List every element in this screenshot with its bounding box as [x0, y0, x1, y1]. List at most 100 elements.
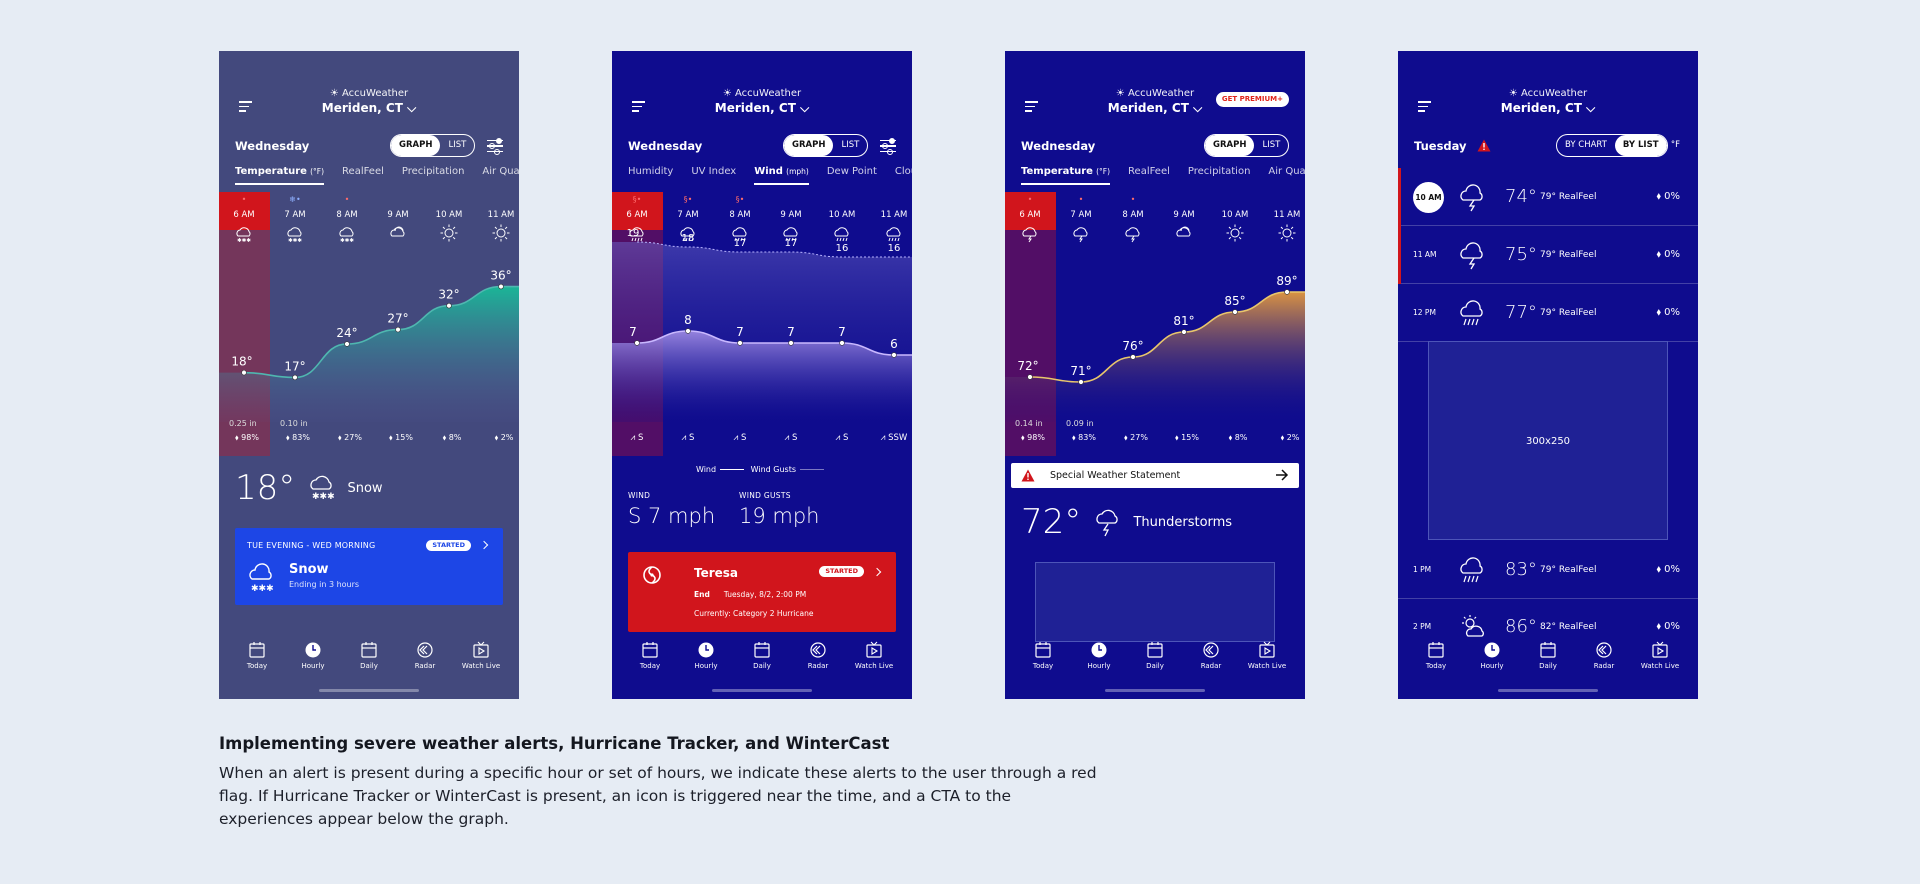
location-selector[interactable]: Meriden, CT ⌵	[219, 101, 519, 116]
nav-hourly[interactable]: Hourly	[287, 641, 339, 699]
filter-icon[interactable]	[880, 137, 896, 156]
temperature-point	[1027, 374, 1033, 380]
menu-icon[interactable]	[1025, 101, 1038, 112]
nav-radar[interactable]: Radar	[792, 641, 844, 699]
location-selector[interactable]: Meriden, CT ⌵	[1398, 101, 1698, 116]
wind-direction: ⩘ S	[682, 433, 695, 443]
tab-temperature[interactable]: Temperature (°F)	[235, 166, 325, 185]
tab-wind[interactable]: Wind (mph)	[754, 166, 809, 185]
nav-hourly[interactable]: Hourly	[1073, 641, 1125, 699]
nav-label: Hourly	[1087, 662, 1111, 670]
temperature-point	[1232, 309, 1238, 315]
legend-wind: Wind	[695, 465, 717, 474]
nav-today[interactable]: Today	[1017, 641, 1069, 699]
menu-icon[interactable]	[239, 101, 252, 112]
precip-probability: ⬧ 8%	[1229, 433, 1248, 442]
nav-daily[interactable]: Daily	[343, 641, 395, 699]
filter-icon[interactable]	[487, 137, 503, 156]
wind-value: 6	[890, 337, 898, 351]
tab-dew-point[interactable]: Dew Point	[826, 166, 877, 177]
list-toggle[interactable]: LIST	[1262, 140, 1281, 150]
nav-daily[interactable]: Daily	[1129, 641, 1181, 699]
nav-radar[interactable]: Radar	[1185, 641, 1237, 699]
by-chart-toggle[interactable]: BY CHART	[1565, 140, 1607, 150]
nav-radar[interactable]: Radar	[399, 641, 451, 699]
tab-humidity[interactable]: Humidity	[628, 166, 674, 177]
graph-toggle[interactable]: GRAPH	[784, 135, 834, 156]
phone-hourly-list: ☀ AccuWeather Meriden, CT ⌵ Tuesday BY C…	[1398, 51, 1698, 699]
storm-icon	[1125, 227, 1140, 243]
home-indicator	[1105, 689, 1205, 692]
tab-uv-index[interactable]: UV Index	[691, 166, 737, 177]
hurricane-flag-marker: §•	[633, 195, 642, 204]
tab-label: Temperature	[235, 166, 307, 177]
tab-cloud[interactable]: Cloud	[894, 166, 912, 177]
nav-label: Hourly	[301, 662, 325, 670]
nav-daily[interactable]: Daily	[736, 641, 788, 699]
nav-today[interactable]: Today	[1410, 641, 1462, 699]
nav-watch-live[interactable]: Watch Live	[1634, 641, 1686, 699]
legend-gusts: Wind Gusts	[750, 465, 797, 474]
location-selector[interactable]: Meriden, CT ⌵	[1005, 101, 1305, 116]
radar-icon	[417, 642, 433, 658]
nav-watch-live[interactable]: Watch Live	[455, 641, 507, 699]
wind-value: S 7 mph	[628, 504, 716, 528]
nav-radar[interactable]: Radar	[1578, 641, 1630, 699]
nav-label: Watch Live	[854, 662, 894, 670]
tab-realfeel[interactable]: RealFeel	[342, 166, 384, 177]
tab-temperature[interactable]: Temperature (°F)	[1021, 166, 1111, 185]
view-toggle: GRAPH LIST	[783, 134, 869, 157]
tab-air-quality[interactable]: Air Quality	[1268, 166, 1305, 177]
nav-daily[interactable]: Daily	[1522, 641, 1574, 699]
hourly-list-row[interactable]: 10 AM 74° 79° RealFeel ⬧ 0%	[1398, 168, 1698, 226]
sun-icon	[1278, 224, 1296, 242]
get-premium-button[interactable]: GET PREMIUM+	[1215, 92, 1289, 107]
case-study-caption: Implementing severe weather alerts, Hurr…	[219, 734, 1099, 831]
temperature-value: 71°	[1070, 364, 1091, 378]
nav-label: Today	[1425, 662, 1447, 670]
flag-marker: •	[345, 195, 350, 204]
wind-point	[891, 352, 897, 358]
by-list-toggle[interactable]: BY LIST	[1614, 135, 1667, 156]
hourly-list-row[interactable]: 12 PM 77° 79° RealFeel ⬧ 0%	[1398, 284, 1698, 342]
location-selector[interactable]: Meriden, CT ⌵	[612, 101, 912, 116]
graph-toggle[interactable]: GRAPH	[391, 135, 441, 156]
nav-today[interactable]: Today	[624, 641, 676, 699]
hurricane-flag-marker: §•	[736, 195, 745, 204]
nav-label: Daily	[753, 662, 771, 670]
hour-label: 7 AM	[284, 210, 305, 220]
flag-marker: •	[1131, 195, 1136, 204]
graph-toggle[interactable]: GRAPH	[1205, 135, 1255, 156]
tab-precipitation[interactable]: Precipitation	[401, 166, 465, 177]
tab-realfeel[interactable]: RealFeel	[1128, 166, 1170, 177]
menu-icon[interactable]	[1418, 101, 1431, 112]
calendar-icon	[1035, 642, 1051, 658]
wintercast-card[interactable]: TUE EVENING - WED MORNING STARTED ✱✱✱ Sn…	[235, 528, 503, 605]
rain-icon	[680, 227, 695, 242]
sun-icon	[492, 224, 510, 242]
nav-hourly[interactable]: Hourly	[680, 641, 732, 699]
list-toggle[interactable]: LIST	[841, 140, 860, 150]
tab-precipitation[interactable]: Precipitation	[1187, 166, 1251, 177]
hour-label: 11 AM	[881, 210, 908, 220]
row-temp: 77°	[1505, 302, 1537, 323]
thunderstorm-icon	[1096, 509, 1119, 537]
nav-hourly[interactable]: Hourly	[1466, 641, 1518, 699]
metric-tabs: Temperature (°F) RealFeel Precipitation Air…	[1021, 166, 1305, 185]
flag-marker: •	[242, 195, 247, 204]
menu-icon[interactable]	[632, 101, 645, 112]
list-toggle[interactable]: LIST	[448, 140, 467, 150]
temperature-value: 24°	[336, 326, 357, 340]
nav-watch-live[interactable]: Watch Live	[848, 641, 900, 699]
alert-banner[interactable]: Special Weather Statement	[1011, 463, 1299, 488]
hourly-list-row[interactable]: 1 PM 83° 79° RealFeel ⬧ 0%	[1398, 541, 1698, 599]
temperature-point	[1130, 354, 1136, 360]
row-precip: ⬧ 0%	[1656, 249, 1680, 260]
hurricane-card[interactable]: Teresa STARTED End Tuesday, 8/2, 2:00 PM …	[628, 552, 896, 632]
brand-name: AccuWeather	[1128, 88, 1195, 99]
hourly-list-row[interactable]: 11 AM 75° 79° RealFeel ⬧ 0%	[1398, 226, 1698, 284]
nav-today[interactable]: Today	[231, 641, 283, 699]
tab-air-quality[interactable]: Air Quality	[482, 166, 519, 177]
nav-watch-live[interactable]: Watch Live	[1241, 641, 1293, 699]
brand-logo: ☀ AccuWeather	[1115, 88, 1195, 99]
